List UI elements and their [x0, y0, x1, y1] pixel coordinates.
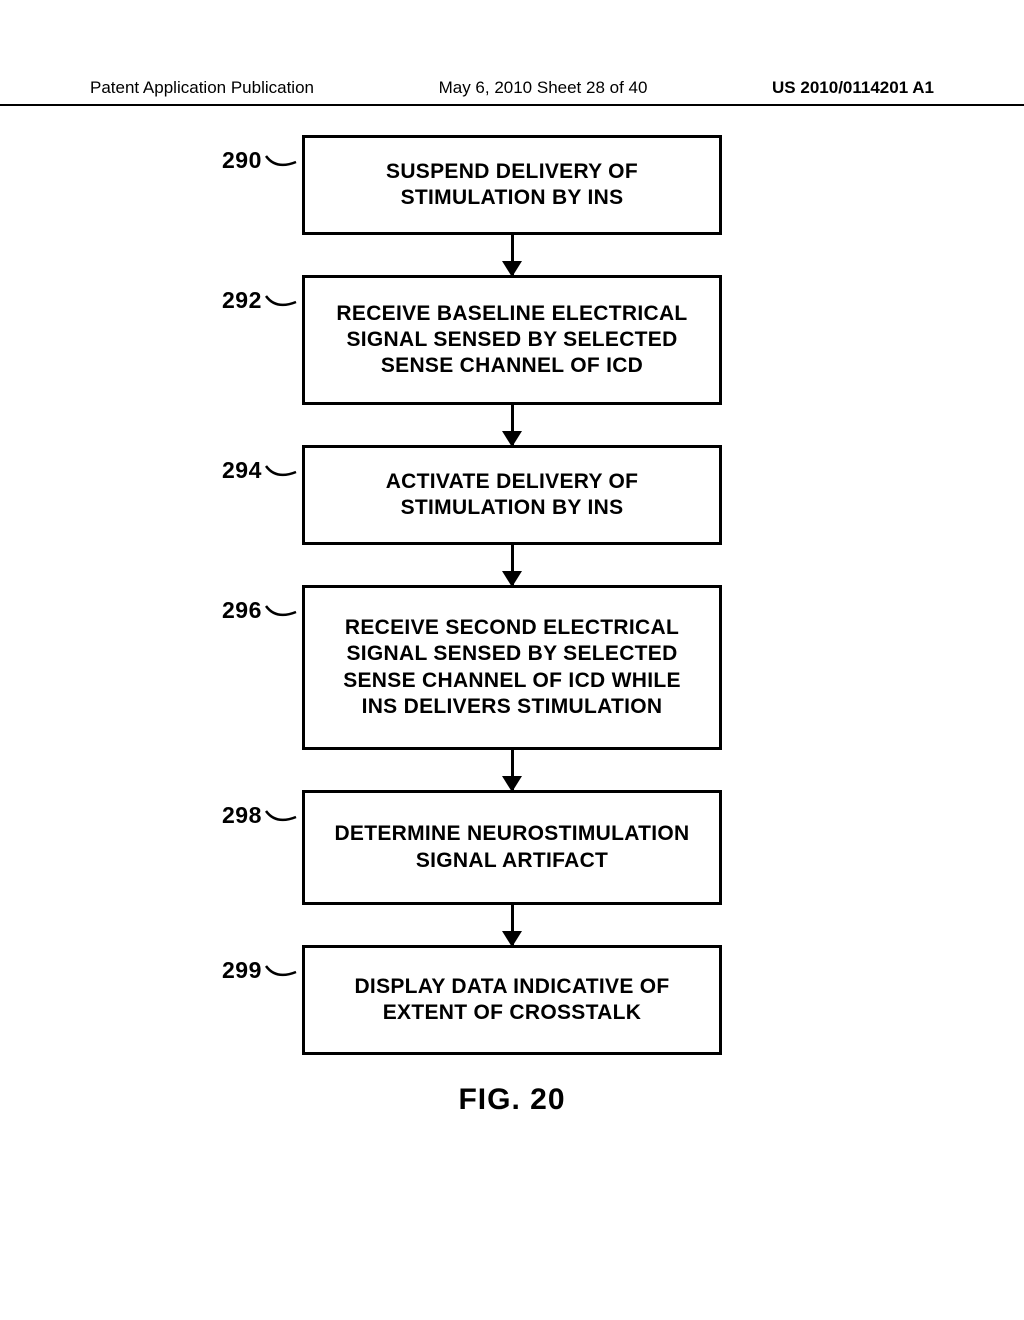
- flow-step: 296 RECEIVE SECOND ELECTRICAL SIGNAL SENS…: [162, 585, 862, 750]
- flow-box: DETERMINE NEUROSTIMULATION SIGNAL ARTIFA…: [302, 790, 722, 905]
- flow-arrow: [511, 750, 514, 790]
- ref-number: 292: [222, 287, 262, 314]
- flow-arrow: [511, 905, 514, 945]
- flowchart: 290 SUSPEND DELIVERY OF STIMULATION BY IN…: [0, 135, 1024, 1117]
- header-mid: May 6, 2010 Sheet 28 of 40: [439, 78, 648, 98]
- flow-step: 294 ACTIVATE DELIVERY OF STIMULATION BY I…: [162, 445, 862, 545]
- ref-leader-line: [264, 962, 294, 980]
- ref-leader-line: [264, 152, 294, 170]
- ref-leader-line: [264, 462, 294, 480]
- step-reference: 298: [222, 802, 294, 829]
- ref-number: 294: [222, 457, 262, 484]
- ref-number: 298: [222, 802, 262, 829]
- flow-step: 292 RECEIVE BASELINE ELECTRICAL SIGNAL SE…: [162, 275, 862, 405]
- patent-header: Patent Application Publication May 6, 20…: [0, 78, 1024, 106]
- flow-box: SUSPEND DELIVERY OF STIMULATION BY INS: [302, 135, 722, 235]
- step-reference: 290: [222, 147, 294, 174]
- flow-step: 290 SUSPEND DELIVERY OF STIMULATION BY IN…: [162, 135, 862, 235]
- flow-box: RECEIVE BASELINE ELECTRICAL SIGNAL SENSE…: [302, 275, 722, 405]
- flow-step: 299 DISPLAY DATA INDICATIVE OF EXTENT OF …: [162, 945, 862, 1055]
- ref-leader-line: [264, 602, 294, 620]
- flow-box: RECEIVE SECOND ELECTRICAL SIGNAL SENSED …: [302, 585, 722, 750]
- flow-box: DISPLAY DATA INDICATIVE OF EXTENT OF CRO…: [302, 945, 722, 1055]
- ref-number: 296: [222, 597, 262, 624]
- flow-arrow: [511, 545, 514, 585]
- flow-arrow: [511, 235, 514, 275]
- step-reference: 296: [222, 597, 294, 624]
- ref-leader-line: [264, 292, 294, 310]
- flow-box: ACTIVATE DELIVERY OF STIMULATION BY INS: [302, 445, 722, 545]
- flow-step: 298 DETERMINE NEUROSTIMULATION SIGNAL ART…: [162, 790, 862, 905]
- step-reference: 294: [222, 457, 294, 484]
- ref-number: 290: [222, 147, 262, 174]
- header-left: Patent Application Publication: [90, 78, 314, 98]
- ref-number: 299: [222, 957, 262, 984]
- step-reference: 292: [222, 287, 294, 314]
- header-right: US 2010/0114201 A1: [772, 78, 934, 98]
- flow-arrow: [511, 405, 514, 445]
- header-row: Patent Application Publication May 6, 20…: [0, 78, 1024, 98]
- figure-caption: FIG. 20: [458, 1083, 565, 1117]
- ref-leader-line: [264, 807, 294, 825]
- step-reference: 299: [222, 957, 294, 984]
